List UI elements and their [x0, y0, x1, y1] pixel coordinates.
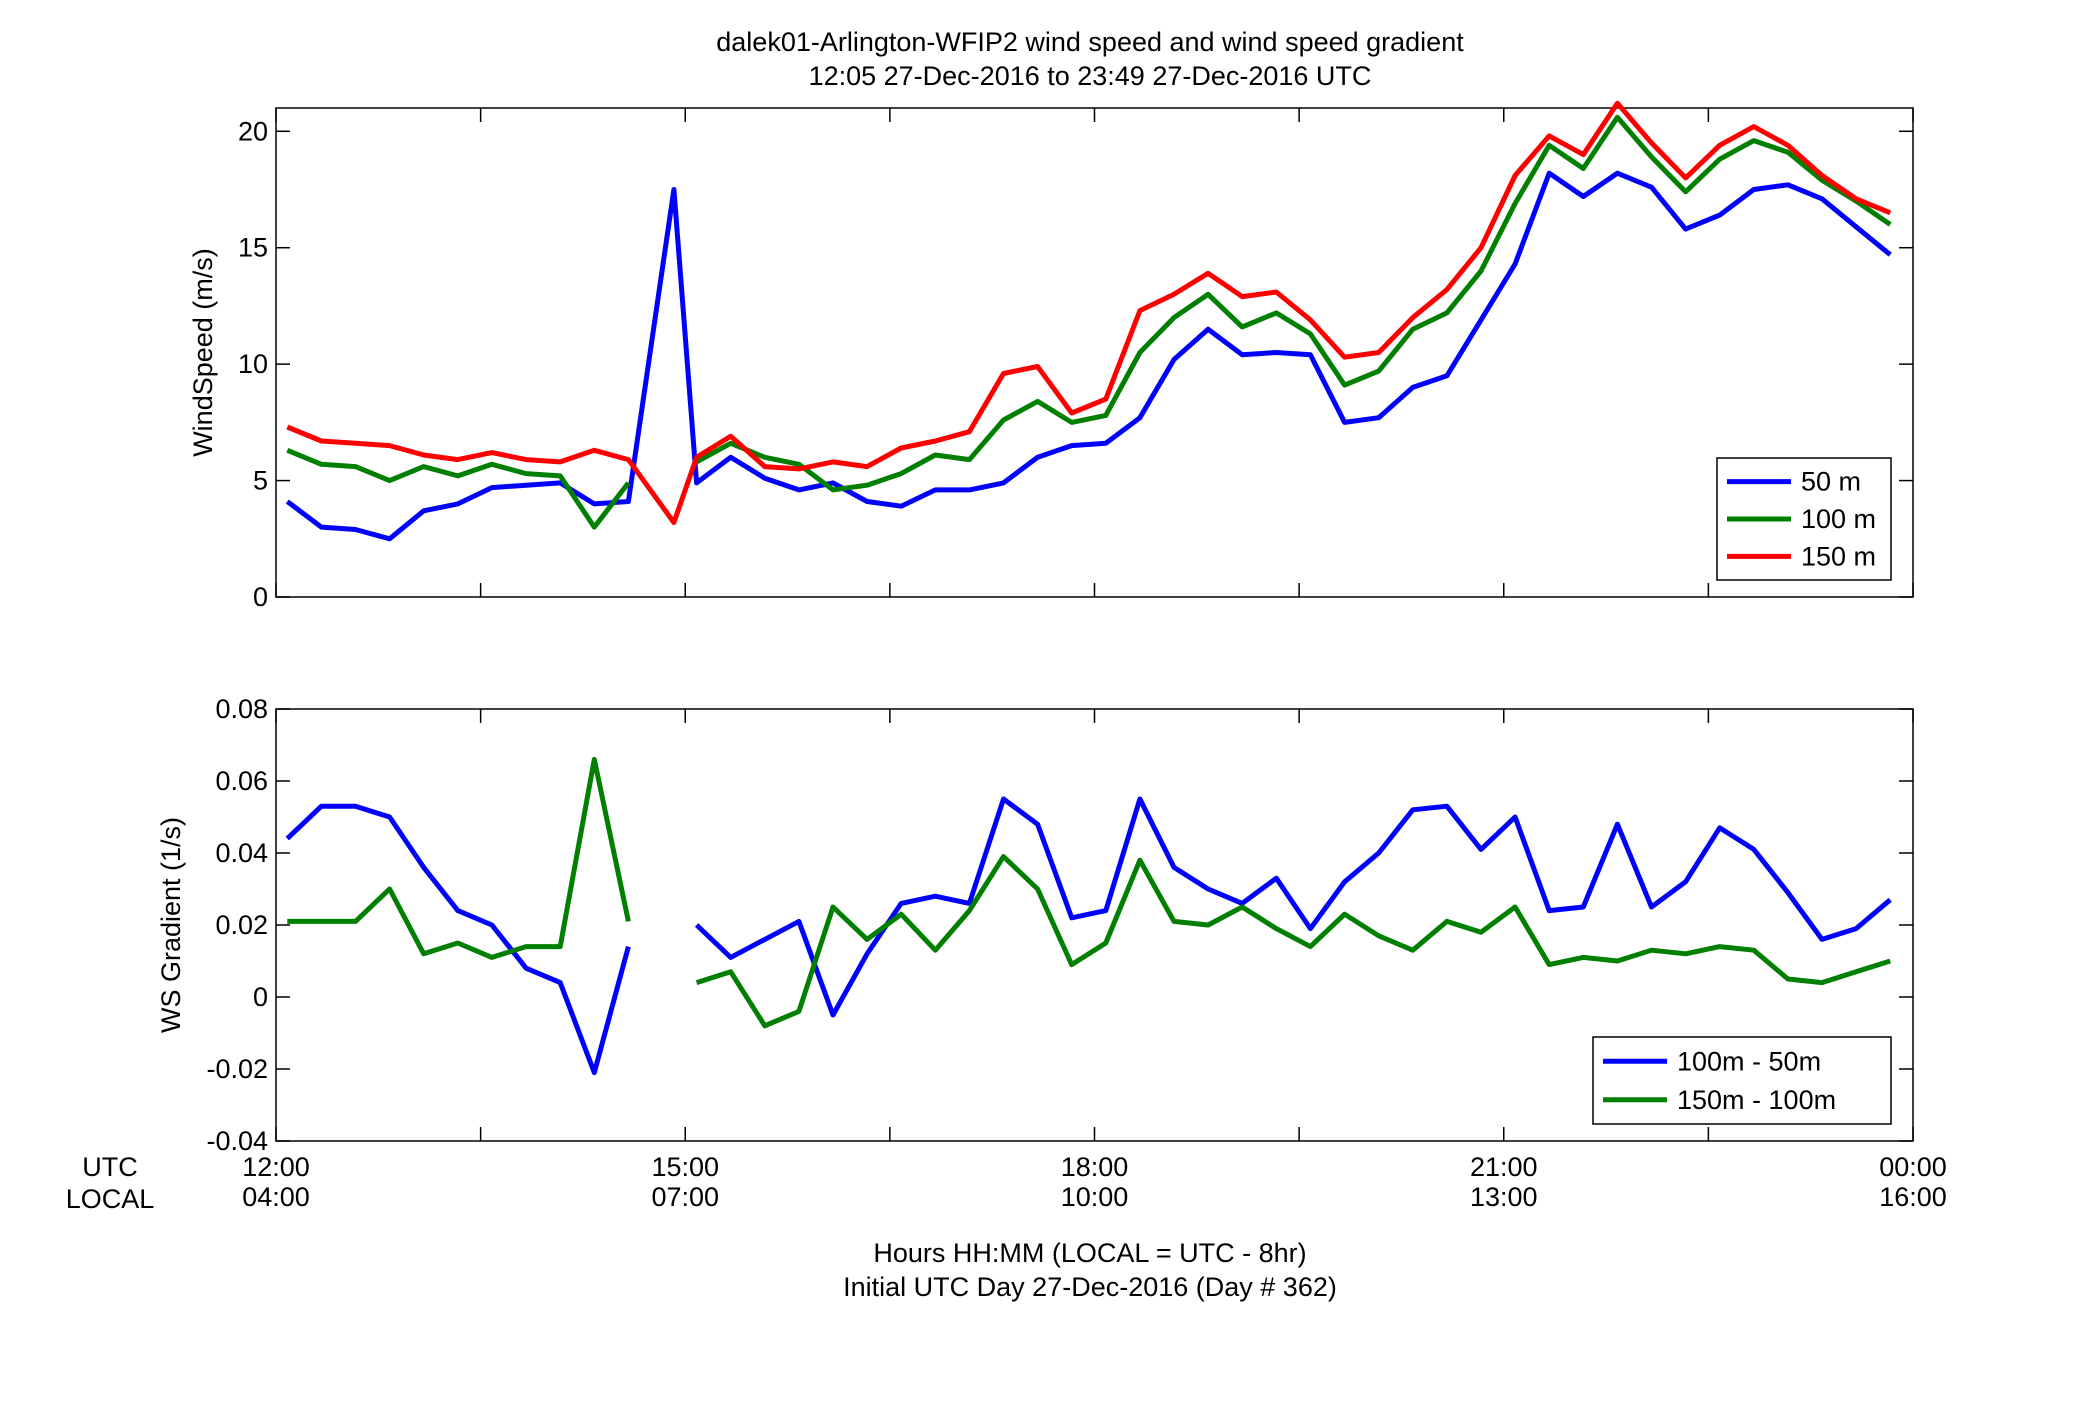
windspeed-y-tick-label: 15: [238, 233, 268, 263]
gradient-y-tick-label: 0.02: [215, 910, 268, 940]
utc-row-label: UTC: [82, 1152, 138, 1182]
local-tick-label: 07:00: [651, 1182, 719, 1212]
utc-tick-label: 15:00: [651, 1152, 719, 1182]
windspeed-legend-label: 50 m: [1801, 467, 1861, 497]
gradient-series-100m-50m: [285, 796, 1892, 1076]
local-tick-label: 13:00: [1470, 1182, 1538, 1212]
windspeed-y-tick-label: 10: [238, 349, 268, 379]
utc-tick-label: 12:00: [242, 1152, 310, 1182]
gradient-y-axis-label: WS Gradient (1/s): [156, 817, 186, 1033]
windspeed-y-tick-label: 20: [238, 116, 268, 146]
utc-tick-label: 00:00: [1879, 1152, 1947, 1182]
local-tick-label: 10:00: [1061, 1182, 1129, 1212]
windspeed-series-50-m: [285, 170, 1892, 542]
gradient-legend-label: 100m - 50m: [1677, 1046, 1821, 1076]
gradient-y-tick-label: -0.02: [206, 1054, 268, 1084]
utc-tick-label: 21:00: [1470, 1152, 1538, 1182]
gradient-y-tick-label: 0.08: [215, 694, 268, 724]
chart-title-line2: 12:05 27-Dec-2016 to 23:49 27-Dec-2016 U…: [809, 61, 1372, 91]
chart-title-line1: dalek01-Arlington-WFIP2 wind speed and w…: [716, 27, 1464, 57]
windspeed-series-100-m: [286, 114, 1892, 530]
utc-tick-label: 18:00: [1061, 1152, 1129, 1182]
windspeed-series-150-m: [286, 100, 1892, 525]
x-axis-label-line2: Initial UTC Day 27-Dec-2016 (Day # 362): [843, 1272, 1337, 1302]
gradient-legend-label: 150m - 100m: [1677, 1085, 1836, 1115]
x-axis-label-line1: Hours HH:MM (LOCAL = UTC - 8hr): [873, 1238, 1306, 1268]
gradient-y-tick-label: 0.06: [215, 766, 268, 796]
gradient-panel: -0.04 -0.02 0 0.02 0.04 0.06 0.08 WS Gradient (…: [156, 694, 1914, 1156]
gradient-y-tick-label: -0.04: [206, 1126, 268, 1156]
local-tick-label: 04:00: [242, 1182, 310, 1212]
windspeed-panel: 0 5 10 15 20 WindSpeed (m/s) 50 m 100 m 150 m: [188, 100, 1914, 612]
windspeed-y-tick-label: 5: [253, 466, 268, 496]
gradient-legend: 100m - 50m 150m - 100m: [1592, 1036, 1892, 1125]
local-row-label: LOCAL: [66, 1184, 155, 1214]
gradient-legend-box: [1592, 1036, 1892, 1125]
windspeed-y-tick-label: 0: [253, 582, 268, 612]
windspeed-legend-label: 150 m: [1801, 541, 1876, 571]
windspeed-plot-frame: [275, 107, 1914, 598]
gradient-y-tick-label: 0: [253, 982, 268, 1012]
gradient-y-tick-label: 0.04: [215, 838, 268, 868]
windspeed-legend: 50 m 100 m 150 m: [1716, 457, 1892, 581]
windspeed-legend-label: 100 m: [1801, 504, 1876, 534]
local-tick-label: 16:00: [1879, 1182, 1947, 1212]
windspeed-y-axis-label: WindSpeed (m/s): [188, 248, 218, 457]
gradient-series-150m-100m: [287, 756, 1891, 1029]
